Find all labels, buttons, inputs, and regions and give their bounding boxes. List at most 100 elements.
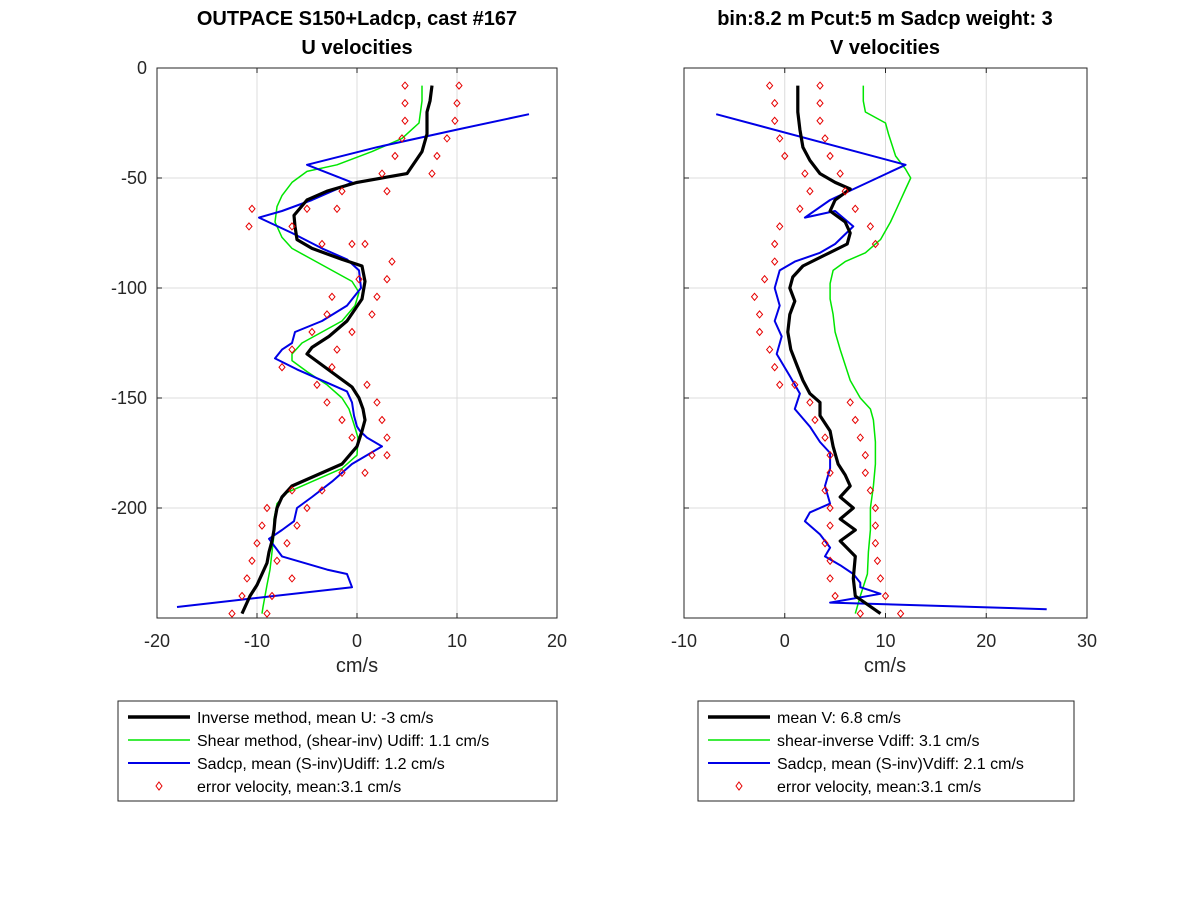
v-panel-title: bin:8.2 m Pcut:5 m Sadcp weight: 3 <box>717 8 1053 30</box>
u-y-tick-label: 0 <box>137 58 147 78</box>
u-velocity-panel: OUTPACE S150+Ladcp, cast #167 U velociti… <box>111 8 567 802</box>
v-error-velocity-point <box>826 556 834 566</box>
u-error-velocity-point <box>268 591 276 601</box>
u-error-velocity-point <box>398 134 406 143</box>
u-y-tick-label: -50 <box>121 168 147 188</box>
v-error-velocity-point <box>771 239 779 249</box>
v-error-velocity-point <box>826 151 834 161</box>
v-error-velocity-point <box>755 310 764 319</box>
v-error-velocity-point <box>765 81 774 90</box>
v-error-velocity-point <box>776 134 784 143</box>
u-error-velocity-point <box>243 574 251 583</box>
v-error-velocity-point <box>821 538 829 548</box>
u-x-tick-label: -10 <box>244 631 270 651</box>
v-error-velocity-point <box>791 380 799 390</box>
v-legend-label-error: error velocity, mean:3.1 cm/s <box>777 779 981 796</box>
u-error-velocity-point <box>288 574 296 583</box>
v-error-velocity-point <box>866 222 875 231</box>
u-error-velocity-point <box>391 151 399 161</box>
u-x-tick-label: -20 <box>144 631 170 651</box>
v-error-velocity-point <box>801 169 809 178</box>
u-y-tick-label: -150 <box>111 388 147 408</box>
v-error-velocity-point <box>806 186 814 196</box>
u-error-velocity-point <box>333 345 341 354</box>
u-sadcp-line <box>176 113 530 608</box>
v-x-tick-label: 10 <box>875 631 895 651</box>
v-error-velocity-point <box>846 398 854 407</box>
v-legend-label-sadcp: Sadcp, mean (S-inv)Vdiff: 2.1 cm/s <box>777 756 1024 773</box>
v-x-tick-label: 30 <box>1077 631 1097 651</box>
u-error-velocity-point <box>348 239 356 249</box>
v-error-velocity-point <box>851 204 859 214</box>
u-legend: Inverse method, mean U: -3 cm/s Shear me… <box>117 700 558 802</box>
u-error-velocity-point <box>303 503 311 513</box>
v-error-velocity-point <box>871 521 880 530</box>
v-error-velocity-point <box>876 574 885 583</box>
u-error-velocity-point <box>278 362 286 372</box>
v-error-velocity-point <box>861 468 870 478</box>
u-error-velocity-point <box>283 538 291 548</box>
u-error-velocity-point <box>355 274 363 284</box>
u-error-velocity-point <box>401 116 409 126</box>
v-error-velocity-point <box>836 169 844 178</box>
u-legend-label-sadcp: Sadcp, mean (S-inv)Udiff: 1.2 cm/s <box>197 756 445 773</box>
u-error-velocity-point <box>338 468 346 478</box>
u-error-velocity-point <box>348 433 356 442</box>
u-error-velocity-point <box>318 239 326 249</box>
v-legend: mean V: 6.8 cm/s shear-inverse Vdiff: 3.… <box>697 700 1075 802</box>
u-y-tick-label: -100 <box>111 278 147 298</box>
u-plot-area <box>176 81 530 618</box>
u-error-velocity-point <box>273 556 281 566</box>
v-error-velocity-point <box>861 450 870 460</box>
u-error-velocity-point <box>308 327 316 337</box>
u-error-velocity-point <box>323 398 331 407</box>
u-error-velocity-point <box>318 486 326 495</box>
v-error-velocity-point <box>771 362 779 372</box>
v-error-velocity-point <box>826 468 834 478</box>
u-plot-clip-group <box>176 81 530 618</box>
v-plot-area <box>715 81 1047 618</box>
v-error-velocity-point <box>871 503 880 513</box>
u-x-axis-label: cm/s <box>336 655 378 677</box>
u-error-velocity-point <box>253 538 261 548</box>
u-error-velocity-point <box>361 239 369 249</box>
u-error-velocity-point <box>263 609 271 618</box>
v-error-velocity-point <box>826 503 834 513</box>
v-legend-marker-error <box>735 781 743 791</box>
u-error-velocity-point <box>401 81 409 90</box>
v-shear-line <box>829 85 912 614</box>
u-error-velocity-point <box>238 591 246 601</box>
v-error-velocity-point <box>771 257 779 266</box>
u-error-velocity-point <box>378 169 386 178</box>
u-error-velocity-point <box>245 222 253 231</box>
v-error-velocity-point <box>771 98 779 108</box>
v-grid <box>683 67 1088 618</box>
u-error-velocity-point <box>428 169 436 178</box>
u-error-velocity-point <box>348 327 356 337</box>
v-error-velocity-point <box>771 116 779 126</box>
u-error-velocity-point <box>373 292 381 302</box>
v-x-axis-label: cm/s <box>864 655 906 677</box>
v-error-velocity-point <box>760 274 769 284</box>
v-plot-clip-group <box>715 81 1047 618</box>
u-shear-line <box>261 85 423 614</box>
u-error-velocity-point <box>303 204 311 214</box>
v-error-velocity-point <box>856 433 864 442</box>
u-legend-box <box>117 700 558 802</box>
u-error-velocity-point <box>248 204 256 214</box>
v-error-velocity-point <box>816 116 824 126</box>
v-legend-label-shear: shear-inverse Vdiff: 3.1 cm/s <box>777 733 979 750</box>
v-error-velocity-point <box>796 204 804 214</box>
v-inverse-line <box>786 85 882 615</box>
u-error-velocity-point <box>363 380 371 390</box>
v-error-velocity-point <box>776 222 784 231</box>
v-error-velocity-point <box>881 591 890 601</box>
v-error-velocity-point <box>871 538 880 548</box>
v-sadcp-line <box>715 113 1047 611</box>
u-panel-title: OUTPACE S150+Ladcp, cast #167 <box>197 8 517 30</box>
u-legend-label-error: error velocity, mean:3.1 cm/s <box>197 779 401 796</box>
v-error-velocity-point <box>871 239 880 249</box>
v-ticks: -10 0 10 20 30 <box>671 67 1097 651</box>
u-error-velocity-point <box>443 134 451 143</box>
